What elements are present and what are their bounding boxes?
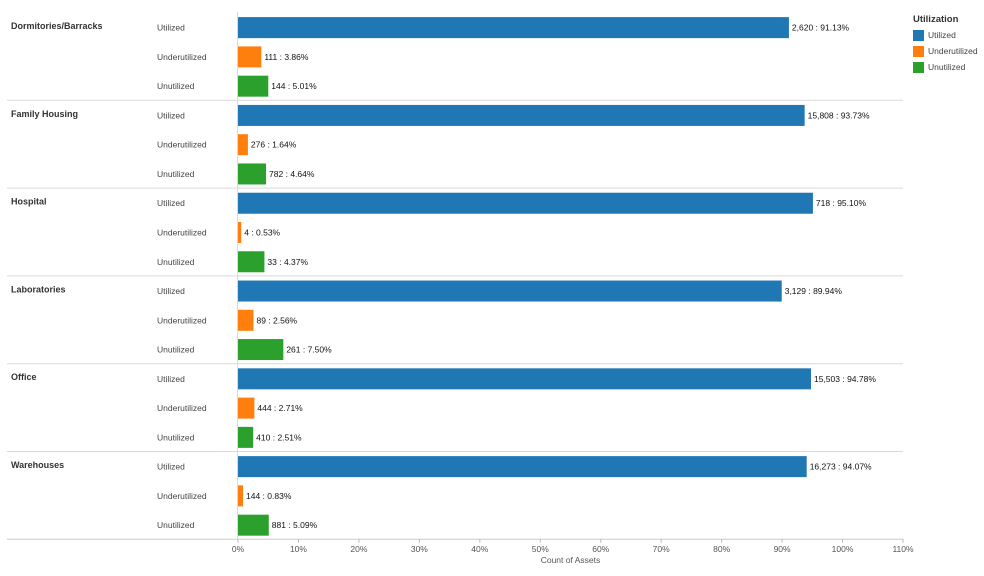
bar-utilized <box>238 104 805 126</box>
bar-unutilized <box>238 514 269 536</box>
x-tick-label: 10% <box>290 544 307 554</box>
status-label: Underutilized <box>157 228 207 238</box>
legend-label: Utilized <box>928 30 956 40</box>
status-label: Utilized <box>157 198 185 208</box>
bar-utilized <box>238 280 782 302</box>
data-label: 782 : 4.64% <box>269 169 315 179</box>
bar-underutilized <box>238 397 255 419</box>
group-label: Laboratories <box>11 284 66 294</box>
x-tick-label: 30% <box>411 544 428 554</box>
legend-title: Utilization <box>913 14 959 25</box>
status-label: Unutilized <box>157 169 195 179</box>
bar-utilized <box>238 192 813 214</box>
bar-underutilized <box>238 46 262 68</box>
legend-item-utilized[interactable]: Utilized <box>913 27 983 43</box>
data-label: 410 : 2.51% <box>256 432 302 442</box>
legend-item-underutilized[interactable]: Underutilized <box>913 43 983 59</box>
bar-underutilized <box>238 134 248 156</box>
data-label: 144 : 0.83% <box>246 491 292 501</box>
bar-underutilized <box>238 309 254 331</box>
status-label: Utilized <box>157 286 185 296</box>
legend-label: Underutilized <box>928 46 978 56</box>
bar-unutilized <box>238 251 265 273</box>
status-label: Underutilized <box>157 491 207 501</box>
data-label: 261 : 7.50% <box>286 345 332 355</box>
data-label: 881 : 5.09% <box>272 520 318 530</box>
legend: Utilization Utilized Underutilized Unuti… <box>913 14 983 75</box>
legend-item-unutilized[interactable]: Unutilized <box>913 59 983 75</box>
x-tick-label: 40% <box>471 544 488 554</box>
x-tick-label: 110% <box>892 544 914 554</box>
bar-utilized <box>238 368 811 390</box>
bar-utilized <box>238 17 789 39</box>
group-label: Dormitories/Barracks <box>11 21 103 31</box>
data-label: 4 : 0.53% <box>244 228 280 238</box>
status-label: Unutilized <box>157 257 195 267</box>
x-tick-label: 20% <box>350 544 367 554</box>
x-tick-label: 70% <box>653 544 670 554</box>
bar-utilized <box>238 456 807 478</box>
data-label: 718 : 95.10% <box>816 198 867 208</box>
x-tick-label: 100% <box>832 544 854 554</box>
status-label: Unutilized <box>157 81 195 91</box>
data-label: 2,620 : 91.13% <box>792 23 850 33</box>
status-label: Underutilized <box>157 52 207 62</box>
status-label: Utilized <box>157 110 185 120</box>
x-tick-label: 0% <box>232 544 245 554</box>
x-tick-label: 80% <box>713 544 730 554</box>
data-label: 15,503 : 94.78% <box>814 374 876 384</box>
status-label: Unutilized <box>157 345 195 355</box>
x-axis-title: Count of Assets <box>541 555 601 565</box>
group-label: Hospital <box>11 197 47 207</box>
x-tick-label: 90% <box>774 544 791 554</box>
legend-swatch <box>913 29 924 41</box>
status-label: Utilized <box>157 23 185 33</box>
status-label: Unutilized <box>157 520 195 530</box>
legend-swatch <box>913 61 924 73</box>
data-label: 16,273 : 94.07% <box>810 462 872 472</box>
bar-unutilized <box>238 163 267 185</box>
bar-underutilized <box>238 485 244 507</box>
data-label: 33 : 4.37% <box>267 257 308 267</box>
status-label: Utilized <box>157 462 185 472</box>
bar-unutilized <box>238 426 254 448</box>
data-label: 444 : 2.71% <box>257 403 303 413</box>
data-label: 15,808 : 93.73% <box>808 110 870 120</box>
status-label: Utilized <box>157 374 185 384</box>
data-label: 89 : 2.56% <box>256 315 297 325</box>
data-label: 111 : 3.86% <box>264 52 309 62</box>
bar-unutilized <box>238 75 269 97</box>
data-label: 144 : 5.01% <box>271 81 317 91</box>
status-label: Underutilized <box>157 403 207 413</box>
data-label: 3,129 : 89.94% <box>785 286 843 296</box>
status-label: Underutilized <box>157 315 207 325</box>
data-label: 276 : 1.64% <box>251 140 297 150</box>
bar-unutilized <box>238 339 284 361</box>
x-tick-label: 50% <box>532 544 549 554</box>
group-label: Family Housing <box>11 109 78 119</box>
legend-swatch <box>913 45 924 57</box>
group-label: Office <box>11 372 37 382</box>
status-label: Unutilized <box>157 432 195 442</box>
status-label: Underutilized <box>157 140 207 150</box>
x-tick-label: 60% <box>592 544 609 554</box>
bar-underutilized <box>238 222 242 243</box>
legend-label: Unutilized <box>928 62 966 72</box>
group-label: Warehouses <box>11 460 64 470</box>
